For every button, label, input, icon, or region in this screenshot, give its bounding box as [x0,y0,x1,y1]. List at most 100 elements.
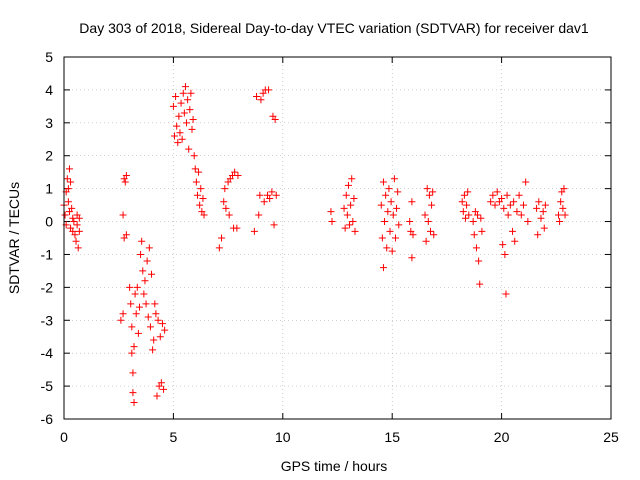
x-tick-label: 15 [384,429,400,445]
data-points [60,83,569,407]
data-point [487,198,495,206]
y-tick-label: 0 [45,214,53,230]
data-point [190,152,198,160]
data-point [511,237,519,245]
data-point [221,185,229,193]
y-tick-label: -5 [41,378,54,394]
y-tick-label: 5 [45,49,53,65]
x-tick-label: 20 [494,429,510,445]
data-point [180,109,188,117]
data-point [350,195,358,203]
data-point [559,204,567,212]
data-point [178,135,186,143]
data-point [157,379,165,387]
y-tick-label: -3 [41,312,54,328]
data-point [349,218,357,226]
data-point [174,139,182,147]
x-tick-labels: 0 5 10 15 20 25 [60,429,619,445]
data-point [502,290,510,298]
y-tick-label: -6 [41,411,54,427]
data-point [493,188,501,196]
data-point [509,227,517,235]
y-tick-label: 1 [45,181,53,197]
y-tick-label: -1 [41,246,54,262]
data-point [129,389,137,397]
data-point [378,234,386,242]
data-point [127,300,135,308]
data-point [385,185,393,193]
data-point [386,227,394,235]
axis-ticks [63,56,612,420]
data-point [121,178,129,186]
data-point [233,224,241,232]
data-point [463,201,471,209]
data-point [429,188,437,196]
data-point [423,185,431,193]
data-point [561,211,569,219]
data-point [176,129,184,137]
data-point [231,168,239,176]
data-point [141,277,149,285]
data-point [192,178,200,186]
data-point [74,244,82,252]
data-point [122,171,130,179]
data-point [64,185,72,193]
data-point [68,204,76,212]
data-point [128,349,136,357]
data-point [187,89,195,97]
data-point [200,211,208,219]
data-point [424,218,432,226]
data-point [271,116,279,124]
data-point [499,241,507,249]
data-point [328,218,336,226]
data-point [220,198,228,206]
data-point [382,191,390,199]
data-point [137,250,145,258]
data-point [135,303,143,311]
data-point [255,211,263,219]
data-point [391,234,399,242]
x-tick-label: 0 [60,429,68,445]
data-point [534,231,542,239]
data-point [148,270,156,278]
data-point [394,188,402,196]
data-point [556,218,564,226]
data-point [346,221,354,229]
data-point [469,218,477,226]
data-point [395,221,403,229]
data-point [69,214,77,222]
data-point [149,346,157,354]
data-point [460,191,468,199]
data-point [389,211,397,219]
data-point [160,385,168,393]
data-point [73,221,81,229]
data-point [161,326,169,334]
data-point [425,191,433,199]
data-point [72,237,80,245]
data-point [272,191,280,199]
data-point [524,218,532,226]
data-point [170,132,178,140]
data-point [476,280,484,288]
data-point [422,237,430,245]
data-point [156,333,164,341]
data-point [408,198,416,206]
data-point [234,171,242,179]
x-tick-label: 25 [603,429,619,445]
data-point [218,234,226,242]
data-point [537,214,545,222]
data-point [146,323,154,331]
data-point [189,116,197,124]
data-point [169,102,177,110]
data-point [197,185,205,193]
data-point [459,208,467,216]
data-point [266,195,274,203]
data-point [393,204,401,212]
data-point [388,247,396,255]
data-point [426,227,434,235]
data-point [474,211,482,219]
data-point [63,175,71,183]
grid-lines [64,57,611,419]
data-point [117,316,125,324]
y-tick-label: -2 [41,279,54,295]
